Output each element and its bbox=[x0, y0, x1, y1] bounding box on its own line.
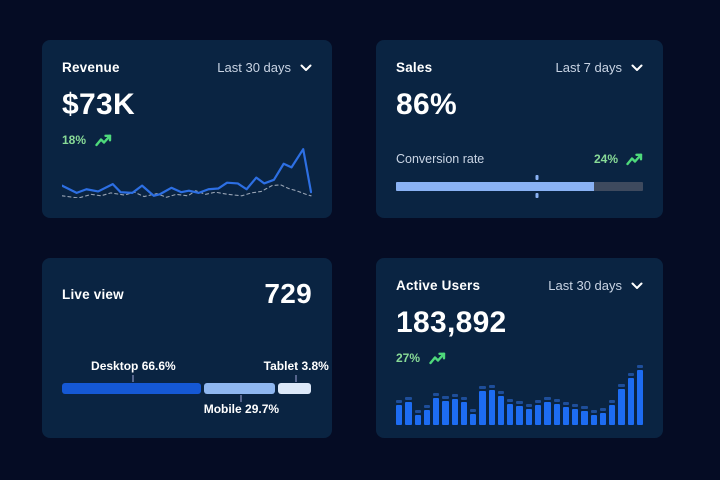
active-users-range-label: Last 30 days bbox=[548, 278, 622, 293]
sales-value: 86% bbox=[396, 88, 457, 121]
segment-connector-tick bbox=[295, 375, 298, 382]
bar bbox=[590, 409, 597, 425]
bar bbox=[451, 394, 458, 425]
live-view-card: Live view 729 Desktop 66.6% Tablet 3.8% … bbox=[42, 258, 332, 438]
bar bbox=[414, 409, 421, 425]
conversion-progress bbox=[396, 175, 643, 198]
mobile-segment bbox=[203, 383, 275, 394]
bar bbox=[581, 406, 588, 425]
bar bbox=[562, 401, 570, 425]
desktop-segment bbox=[62, 383, 201, 394]
bar bbox=[525, 403, 532, 425]
analytics-dashboard: Revenue Last 30 days $73K 18% Sales Last… bbox=[42, 40, 663, 438]
bar bbox=[442, 395, 449, 425]
active-users-value: 183,892 bbox=[396, 306, 507, 339]
device-split-chart: Desktop 66.6% Tablet 3.8% Mobile 29.7% bbox=[62, 359, 329, 418]
bar bbox=[507, 398, 514, 425]
bar bbox=[553, 399, 560, 425]
active-users-card-title: Active Users bbox=[396, 278, 481, 293]
mobile-share-label: Mobile 29.7% bbox=[203, 402, 280, 416]
trend-up-icon bbox=[95, 134, 112, 146]
bar bbox=[516, 401, 523, 425]
revenue-value: $73K bbox=[62, 88, 135, 121]
active-users-card: Active Users Last 30 days 183,892 27% bbox=[376, 258, 663, 438]
segment-connector-tick bbox=[132, 375, 135, 382]
revenue-line-chart bbox=[62, 147, 312, 198]
segment-connector-tick bbox=[240, 395, 243, 402]
bar bbox=[488, 384, 495, 425]
bar bbox=[572, 404, 579, 425]
sales-range-label: Last 7 days bbox=[555, 60, 623, 75]
revenue-range-label: Last 30 days bbox=[217, 60, 291, 75]
bar bbox=[627, 373, 634, 425]
bar bbox=[396, 400, 403, 425]
bar bbox=[460, 397, 468, 425]
device-split-bar bbox=[62, 383, 312, 394]
trend-up-icon bbox=[626, 153, 643, 165]
bar bbox=[599, 407, 607, 425]
bar bbox=[544, 396, 551, 425]
revenue-card: Revenue Last 30 days $73K 18% bbox=[42, 40, 332, 218]
trend-up-icon bbox=[429, 352, 446, 364]
revenue-delta: 18% bbox=[62, 133, 87, 147]
tablet-segment bbox=[278, 383, 311, 394]
sales-range-select[interactable]: Last 7 days bbox=[556, 60, 644, 75]
progress-marker-bottom bbox=[535, 193, 539, 198]
bar bbox=[609, 400, 616, 425]
bar bbox=[405, 397, 412, 425]
bar bbox=[618, 383, 625, 425]
active-users-bar-chart bbox=[396, 365, 644, 425]
bar bbox=[479, 386, 486, 425]
sales-delta: 24% bbox=[593, 152, 618, 166]
sales-card-title: Sales bbox=[396, 60, 433, 75]
bar bbox=[636, 365, 644, 425]
chevron-down-icon bbox=[631, 282, 643, 289]
progress-marker-top bbox=[535, 175, 539, 180]
conversion-progress-fill bbox=[396, 182, 594, 191]
desktop-share-label: Desktop 66.6% bbox=[91, 359, 176, 373]
conversion-progress-track bbox=[396, 182, 643, 191]
revenue-card-title: Revenue bbox=[62, 60, 120, 75]
live-view-value: 729 bbox=[264, 278, 312, 309]
bar bbox=[497, 390, 505, 425]
tablet-share-label: Tablet 3.8% bbox=[263, 359, 329, 373]
conversion-rate-label: Conversion rate bbox=[396, 152, 485, 166]
live-view-card-title: Live view bbox=[62, 286, 124, 302]
active-users-delta: 27% bbox=[396, 351, 421, 365]
active-users-range-select[interactable]: Last 30 days bbox=[548, 278, 643, 293]
bar bbox=[433, 393, 440, 425]
chevron-down-icon bbox=[300, 64, 312, 71]
sales-card: Sales Last 7 days 86% Conversion rate 24… bbox=[376, 40, 663, 218]
bar bbox=[423, 405, 431, 425]
bar bbox=[534, 400, 542, 425]
bar bbox=[470, 409, 477, 425]
chevron-down-icon bbox=[631, 64, 643, 71]
revenue-range-select[interactable]: Last 30 days bbox=[217, 60, 312, 75]
